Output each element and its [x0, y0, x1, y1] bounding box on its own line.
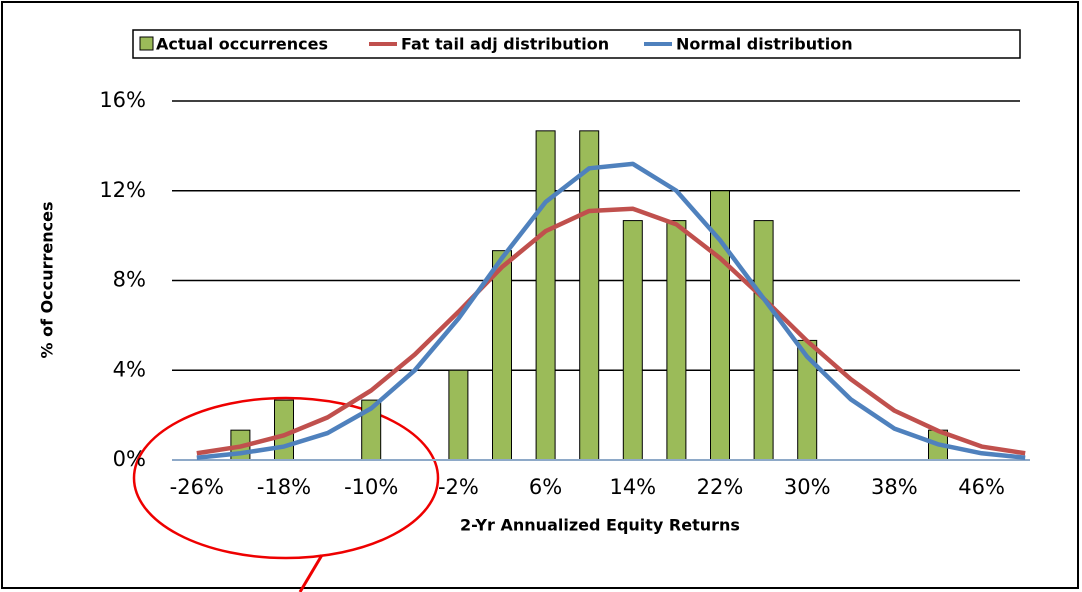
x-tick-label: -2%	[438, 475, 479, 499]
y-tick-label: 12%	[99, 178, 146, 202]
y-tick-label: 16%	[99, 88, 146, 112]
bar	[622, 220, 643, 461]
legend-label: Fat tail adj distribution	[401, 35, 609, 54]
y-tick-label: 8%	[113, 268, 146, 292]
legend-label: Normal distribution	[676, 35, 853, 54]
line-series	[196, 161, 1026, 460]
x-tick-label: 38%	[871, 475, 918, 499]
x-tick-label: -10%	[344, 475, 398, 499]
line-series	[196, 206, 1026, 456]
x-tick-label: 14%	[609, 475, 656, 499]
bar	[492, 250, 512, 461]
legend-box	[132, 29, 1021, 59]
x-tick-label: 46%	[958, 475, 1005, 499]
bar	[753, 220, 774, 461]
callout-line	[298, 554, 324, 592]
y-tick-label: 0%	[113, 447, 146, 471]
bar	[579, 130, 600, 461]
y-tick-label: 4%	[113, 357, 146, 381]
bar	[666, 220, 687, 461]
y-axis-title: % of Occurrences	[38, 202, 57, 359]
highlight-ellipse	[132, 396, 440, 560]
x-tick-label: 30%	[784, 475, 831, 499]
legend-label: Actual occurrences	[156, 35, 328, 54]
x-axis-title: 2-Yr Annualized Equity Returns	[460, 516, 740, 535]
x-tick-label: -26%	[170, 475, 224, 499]
bar	[535, 130, 556, 461]
legend-swatch	[139, 36, 154, 51]
x-tick-label: 22%	[697, 475, 744, 499]
x-tick-label: 6%	[529, 475, 562, 499]
bar	[274, 399, 294, 461]
x-tick-label: -18%	[257, 475, 311, 499]
bar	[448, 369, 469, 461]
